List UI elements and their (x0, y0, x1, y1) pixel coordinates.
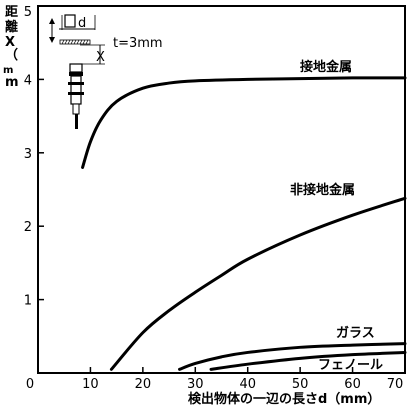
series-ungrounded-metal (109, 196, 407, 371)
plot-frame (37, 5, 406, 374)
x-tick-label: 40 (239, 377, 256, 392)
sensor-head (69, 63, 83, 73)
y-tick-label: 1 (24, 294, 32, 309)
thickness-label: t=3mm (113, 36, 163, 51)
series-label-ungrounded-metal: 非接地金属 (290, 182, 355, 198)
x-tick-label: 50 (292, 377, 309, 392)
y-axis-title-char-2: X (5, 35, 15, 50)
y-axis-title-char-3: （ (5, 47, 18, 63)
d-label: d (78, 16, 86, 31)
sensor-diagram: d t=3mm X (49, 14, 163, 129)
series-label-grounded-metal: 接地金属 (300, 59, 352, 75)
series-glass (178, 342, 407, 371)
x-tick-label: 70 (387, 377, 404, 392)
y-tick-label: 2 (24, 220, 32, 235)
y-tick-label: 3 (24, 147, 32, 162)
series-label-phenol: フェノール (318, 358, 383, 373)
x-tick-label: 30 (187, 377, 204, 392)
y-axis-title: 距 離 X （ m m (3, 5, 19, 90)
x-tick-label: 10 (82, 377, 99, 392)
tick-marks (38, 78, 354, 373)
x-tick-label: 60 (344, 377, 361, 392)
series-curves (81, 76, 407, 371)
y-axis-title-char-1: 離 (5, 19, 18, 35)
sensor-cable (75, 114, 78, 129)
y-axis-title-char-0: 距 (5, 5, 18, 20)
y-axis-title-char-5: m (5, 75, 19, 90)
target-object (64, 14, 76, 28)
y-tick-label: 4 (24, 73, 32, 88)
y-tick-label: 5 (24, 5, 32, 20)
series-grounded-metal (81, 76, 407, 169)
x-dim-label: X (96, 50, 105, 65)
x-tick-label: 20 (135, 377, 152, 392)
tick-labels: 0 10 20 30 40 50 60 70 1 2 3 4 5 (24, 5, 404, 392)
series-phenol (209, 350, 407, 371)
x-axis-title: 検出物体の一辺の長さd（mm） (188, 391, 380, 407)
y-axis-title-char-4: m (3, 65, 13, 76)
x-tick-label: 0 (26, 377, 34, 392)
series-label-glass: ガラス (336, 326, 375, 341)
